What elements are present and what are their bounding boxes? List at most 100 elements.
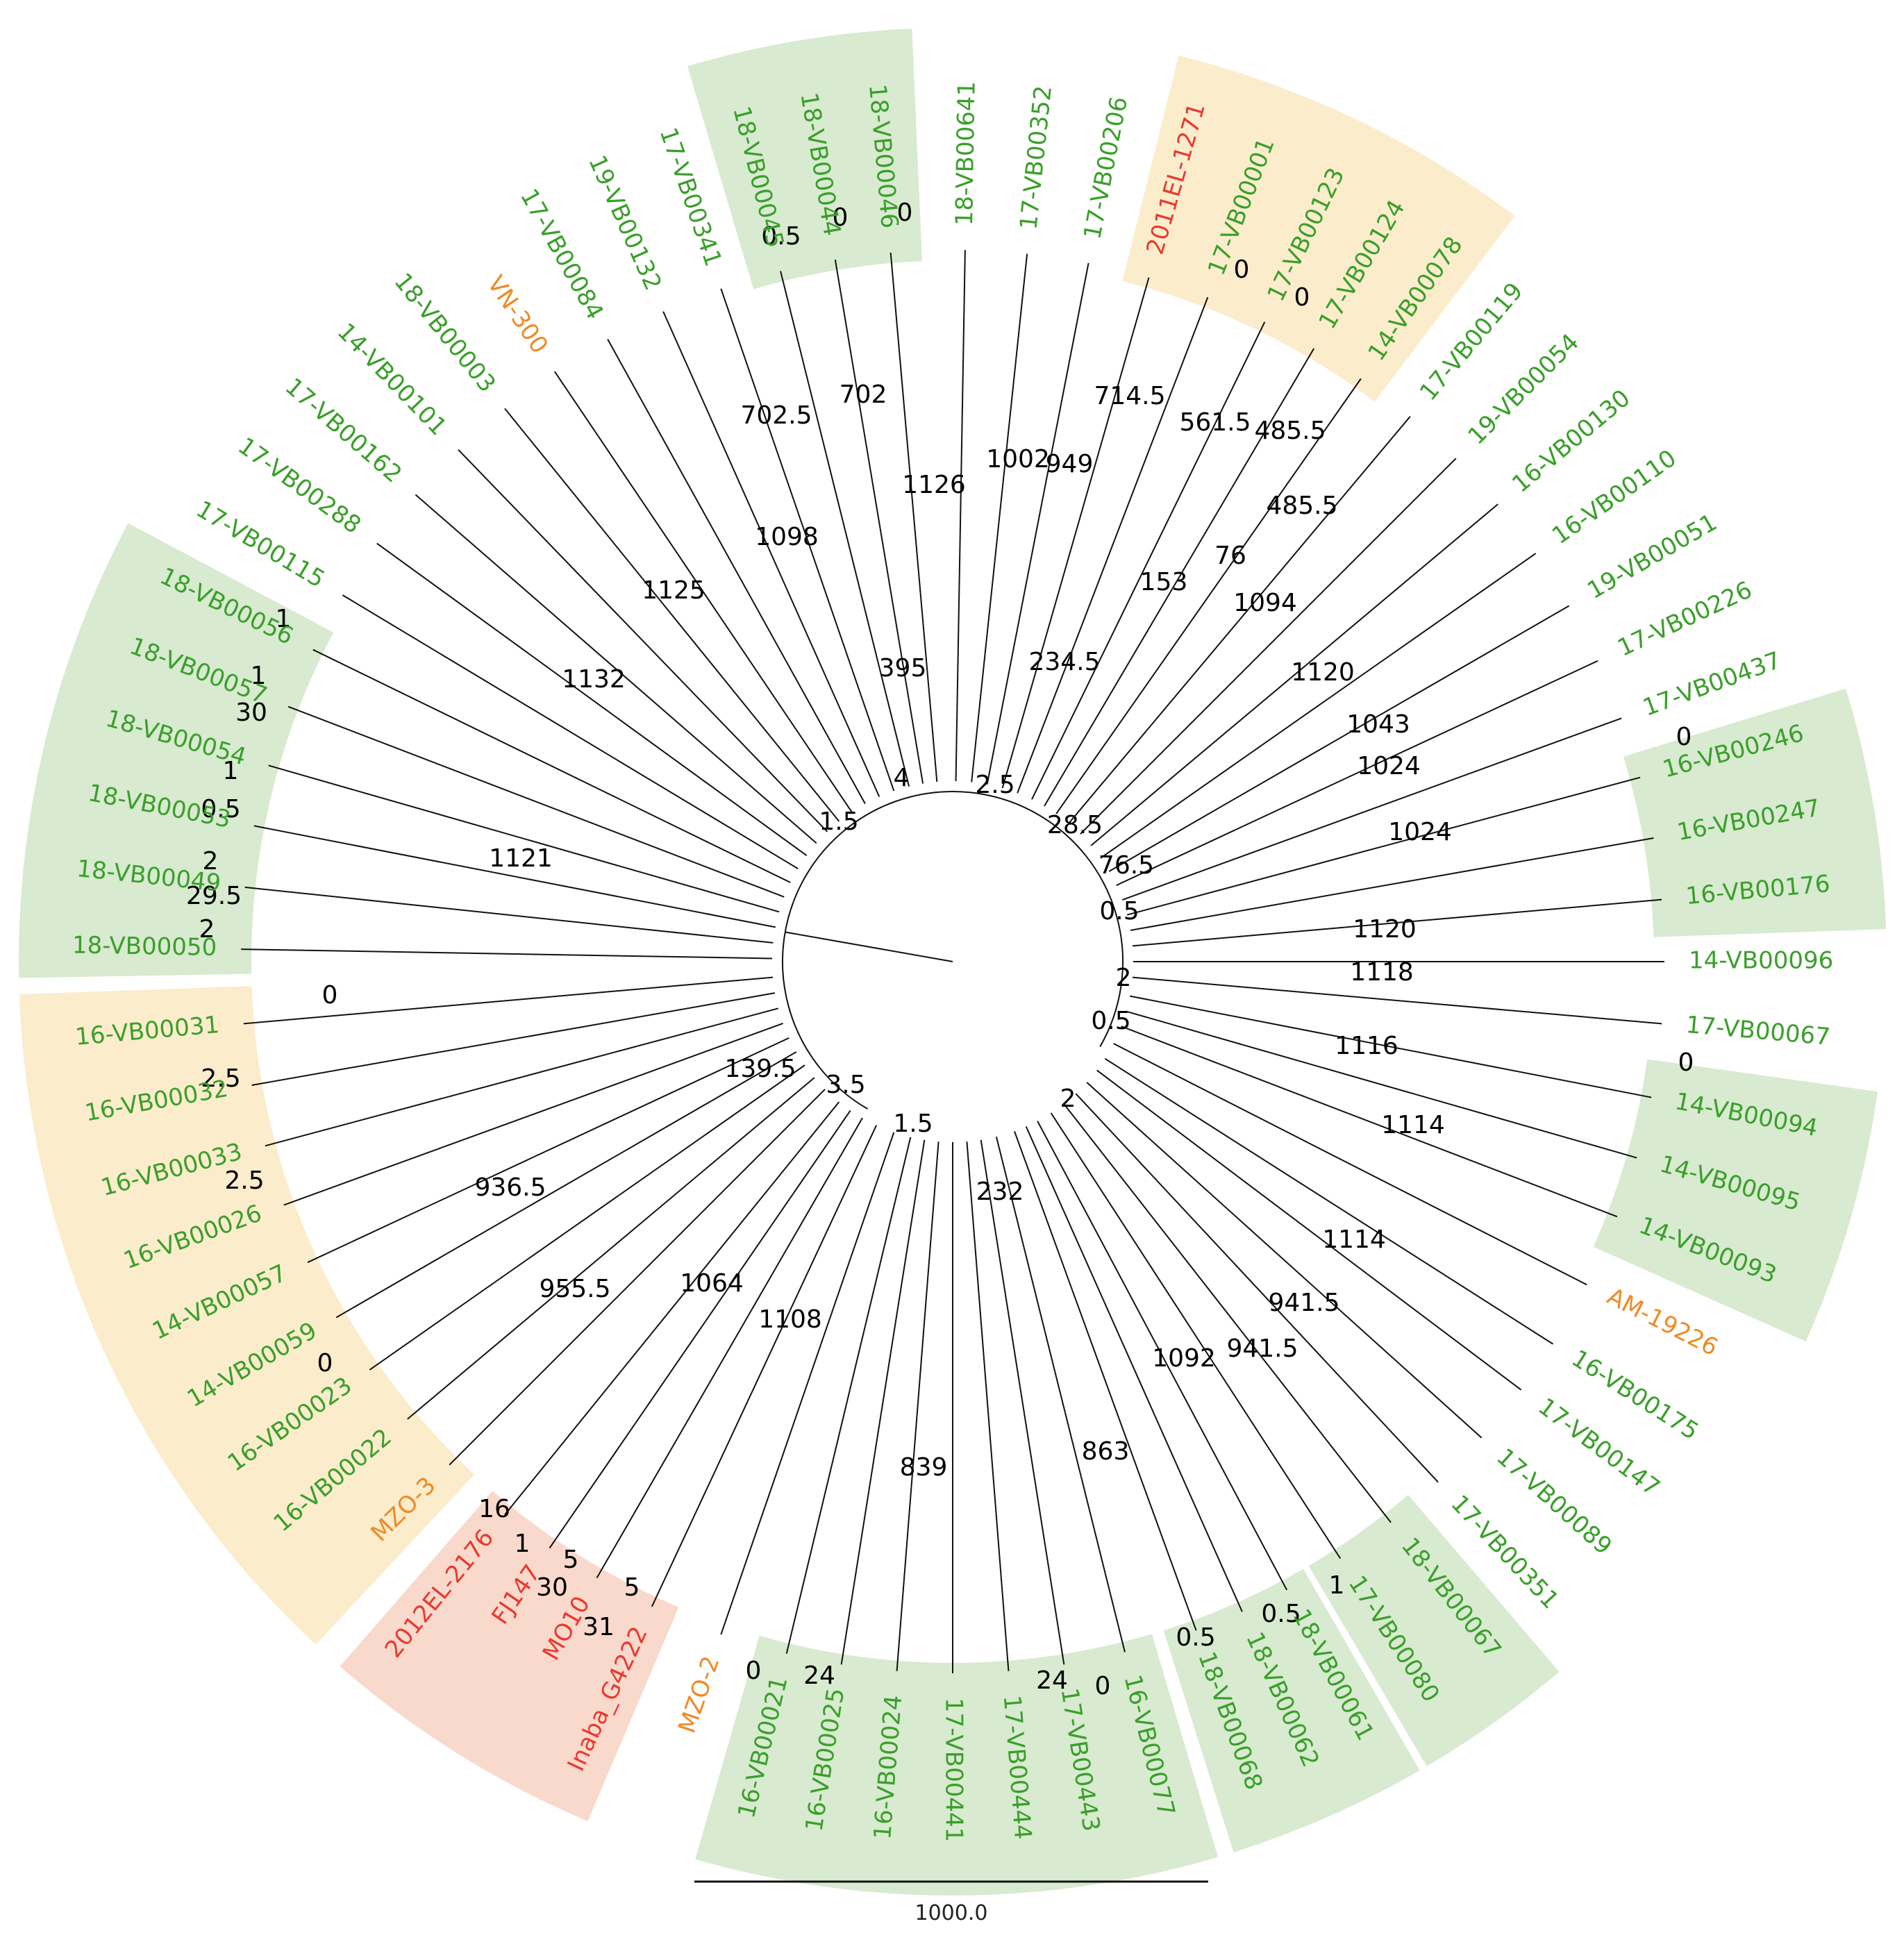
branch-label-42: 76.5: [1099, 851, 1154, 880]
terminal-branch-L59: [1031, 321, 1266, 800]
terminal-branch-L64: [1090, 503, 1498, 846]
branch-label-17: 1.5: [893, 1110, 933, 1138]
leaf-label-L49: 19-VB00132: [583, 151, 667, 295]
leaf-label-L22: MZO-2: [673, 1652, 725, 1736]
branch-label-23: 702: [840, 380, 887, 409]
terminal-branch-L57: [1001, 277, 1150, 789]
branch-label-14: 936.5: [474, 1173, 546, 1202]
terminal-branch-L42: [342, 594, 799, 869]
clade-band-c-left: [18, 523, 334, 978]
terminal-branch-L58: [1017, 296, 1209, 794]
branch-label-34: 1043: [1346, 710, 1410, 739]
branch-label-66: 1: [276, 605, 292, 633]
terminal-branch-L50: [720, 288, 895, 792]
terminal-branch-L32: [283, 1022, 784, 1206]
branch-label-12: 1064: [680, 1269, 744, 1298]
terminal-branch-L16: [980, 1139, 1065, 1665]
branch-label-13: 955.5: [539, 1275, 610, 1303]
terminal-branch-L12: [1037, 1121, 1288, 1591]
terminal-branch-L27: [449, 1089, 826, 1466]
clade-band-c-bottom-right-b: [1163, 1568, 1420, 1852]
terminal-branch-L6: [1104, 1057, 1554, 1345]
branch-label-45: 0.5: [1091, 1007, 1130, 1035]
branch-label-52: 0: [1095, 1672, 1111, 1700]
terminal-branch-L71: [1132, 898, 1662, 947]
terminal-branch-L41: [312, 648, 791, 883]
terminal-branch-L24: [596, 1117, 863, 1579]
branch-label-25: 1126: [902, 471, 966, 499]
branch-label-64: 2.5: [224, 1166, 264, 1195]
branch-label-2: 1116: [1335, 1032, 1398, 1060]
terminal-branch-L69: [1126, 776, 1641, 916]
branch-label-27: 949: [1046, 450, 1094, 478]
branch-label-8: 863: [1082, 1437, 1130, 1466]
branch-label-24: 395: [879, 654, 927, 683]
branch-label-37: 234.5: [1028, 648, 1100, 676]
clade-band-c-inaba: [340, 1491, 679, 1822]
terminal-branch-L4: [1121, 1026, 1618, 1218]
branch-label-35: 1024: [1357, 752, 1421, 780]
terminal-branch-L1: [1132, 976, 1662, 1025]
terminal-branch-L53: [890, 252, 938, 782]
branch-label-41: 28.5: [1047, 811, 1103, 839]
branch-label-61: 31: [583, 1613, 615, 1641]
terminal-branch-L11: [1050, 1112, 1342, 1559]
terminal-branch-L51: [780, 271, 910, 787]
leaf-label-L47: VN-300: [482, 271, 554, 359]
branch-label-58: 5: [563, 1546, 579, 1574]
terminal-branch-L3: [1126, 1010, 1637, 1159]
terminal-branch-L49: [662, 311, 880, 797]
terminal-branch-L21: [785, 1137, 912, 1654]
branch-label-28: 714.5: [1094, 382, 1165, 410]
terminal-branch-L33: [265, 1007, 779, 1147]
branch-label-19: 1132: [562, 665, 626, 694]
branch-label-20: 1125: [642, 576, 705, 605]
terminal-branch-L9: [1075, 1093, 1439, 1483]
leaf-label-L66: 19-VB00051: [1583, 508, 1721, 605]
branch-label-40: 2.5: [975, 771, 1014, 799]
branch-label-69: 1: [223, 757, 239, 785]
branch-label-76: 0.5: [761, 222, 801, 251]
branch-label-10: 232: [976, 1178, 1024, 1206]
branch-label-53: 24: [1036, 1666, 1068, 1695]
branch-label-44: 2: [1116, 964, 1132, 992]
terminal-branch-L8: [1086, 1082, 1483, 1439]
branch-label-75: 4: [894, 764, 910, 792]
branch-label-50: 0.5: [1261, 1600, 1301, 1628]
branch-label-39: 76: [1214, 542, 1246, 570]
terminal-branch-L22: [720, 1132, 895, 1635]
branch-label-72: 29.5: [186, 882, 242, 910]
branch-label-29: 561.5: [1179, 408, 1251, 437]
terminal-branch-L61: [1055, 378, 1362, 814]
branch-label-4: 1114: [1322, 1225, 1386, 1254]
clade-band-c-right-top: [1623, 688, 1887, 937]
root-branch: [785, 931, 953, 962]
branch-label-46: 2: [1060, 1085, 1076, 1113]
terminal-branch-L35: [243, 976, 774, 1025]
terminal-branch-L45: [458, 449, 828, 832]
terminal-branch-L70: [1130, 837, 1654, 931]
branch-label-21: 1098: [755, 523, 819, 551]
branch-label-15: 139.5: [724, 1055, 796, 1083]
terminal-branch-L40: [287, 705, 785, 898]
branch-label-65: 0: [317, 1349, 333, 1378]
terminal-branch-L31: [307, 1037, 790, 1264]
branch-label-78: 0: [897, 199, 913, 227]
inner-arc: [782, 791, 1124, 1110]
branch-label-18: 1121: [489, 844, 553, 873]
branch-label-79: 0: [1234, 256, 1250, 284]
leaf-label-L1: 17-VB00067: [1685, 1011, 1831, 1051]
branch-label-5: 941.5: [1268, 1289, 1339, 1317]
clade-band-c-top-right: [1122, 55, 1515, 402]
leaf-label-L56: 17-VB00206: [1078, 94, 1133, 242]
branch-label-38: 153: [1140, 568, 1188, 596]
terminal-branch-L55: [971, 253, 1028, 782]
terminal-branch-L62: [1068, 416, 1411, 824]
branch-label-0: 1120: [1353, 915, 1417, 944]
branch-label-73: 2: [199, 915, 215, 944]
terminal-branch-L60: [1044, 348, 1315, 807]
branch-label-60: 5: [624, 1573, 640, 1602]
terminal-branch-L56: [986, 262, 1089, 785]
terminal-branch-L66: [1108, 605, 1570, 872]
branch-label-16: 3.5: [826, 1071, 865, 1099]
